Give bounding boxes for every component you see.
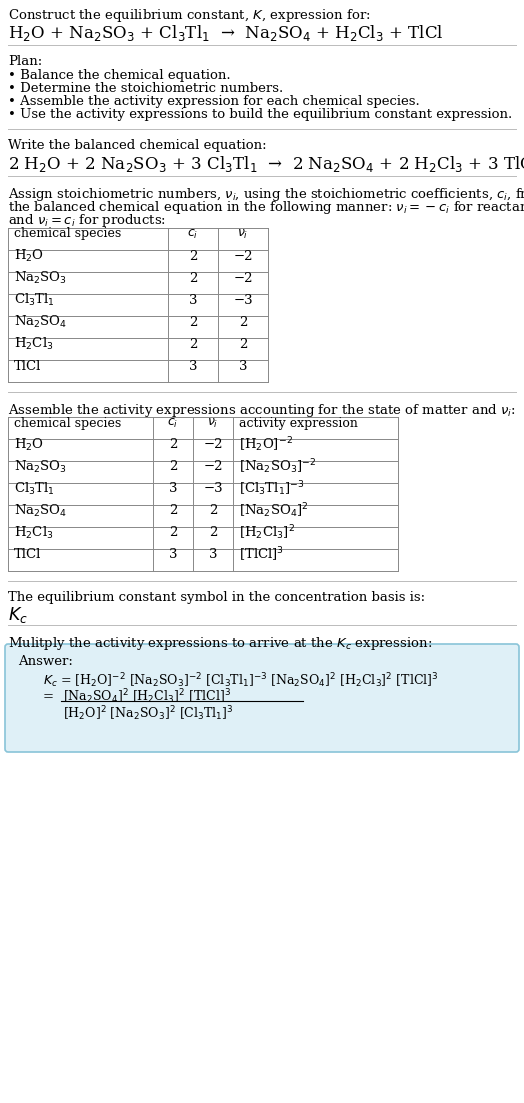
Text: 2: 2 bbox=[209, 504, 217, 517]
Text: activity expression: activity expression bbox=[239, 417, 358, 429]
Text: H$_2$Cl$_3$: H$_2$Cl$_3$ bbox=[14, 525, 53, 542]
Text: Cl$_3$Tl$_1$: Cl$_3$Tl$_1$ bbox=[14, 481, 55, 497]
Text: 2: 2 bbox=[239, 338, 247, 351]
Text: =: = bbox=[43, 690, 54, 704]
Text: −2: −2 bbox=[233, 271, 253, 285]
Text: Mulitply the activity expressions to arrive at the $K_c$ expression:: Mulitply the activity expressions to arr… bbox=[8, 635, 432, 652]
Text: Na$_2$SO$_4$: Na$_2$SO$_4$ bbox=[14, 314, 67, 330]
Text: −2: −2 bbox=[203, 439, 223, 451]
Text: [TlCl]$^3$: [TlCl]$^3$ bbox=[239, 546, 284, 564]
Text: Na$_2$SO$_4$: Na$_2$SO$_4$ bbox=[14, 503, 67, 520]
Text: [H$_2$O]$^{-2}$: [H$_2$O]$^{-2}$ bbox=[239, 436, 293, 454]
Text: $\nu_i$: $\nu_i$ bbox=[237, 227, 249, 240]
Text: the balanced chemical equation in the following manner: $\nu_i = -c_i$ for react: the balanced chemical equation in the fo… bbox=[8, 199, 524, 216]
Text: −2: −2 bbox=[233, 249, 253, 263]
Text: 3: 3 bbox=[169, 482, 177, 495]
Text: [Cl$_3$Tl$_1$]$^{-3}$: [Cl$_3$Tl$_1$]$^{-3}$ bbox=[239, 480, 304, 499]
Text: • Determine the stoichiometric numbers.: • Determine the stoichiometric numbers. bbox=[8, 82, 283, 95]
Text: H$_2$O: H$_2$O bbox=[14, 248, 44, 264]
Text: H$_2$Cl$_3$: H$_2$Cl$_3$ bbox=[14, 336, 53, 352]
Text: [Na$_2$SO$_3$]$^{-2}$: [Na$_2$SO$_3$]$^{-2}$ bbox=[239, 458, 316, 476]
Text: 2: 2 bbox=[189, 249, 197, 263]
Text: Write the balanced chemical equation:: Write the balanced chemical equation: bbox=[8, 139, 267, 152]
Text: 3: 3 bbox=[189, 360, 197, 373]
Text: chemical species: chemical species bbox=[14, 417, 121, 429]
Text: • Balance the chemical equation.: • Balance the chemical equation. bbox=[8, 69, 231, 82]
Text: H$_2$O: H$_2$O bbox=[14, 437, 44, 453]
Text: Assign stoichiometric numbers, $\nu_i$, using the stoichiometric coefficients, $: Assign stoichiometric numbers, $\nu_i$, … bbox=[8, 186, 524, 203]
Text: [H$_2$O]$^2$ [Na$_2$SO$_3$]$^2$ [Cl$_3$Tl$_1$]$^3$: [H$_2$O]$^2$ [Na$_2$SO$_3$]$^2$ [Cl$_3$T… bbox=[63, 704, 234, 722]
Text: −3: −3 bbox=[233, 293, 253, 307]
Text: 2: 2 bbox=[189, 271, 197, 285]
Text: and $\nu_i = c_i$ for products:: and $\nu_i = c_i$ for products: bbox=[8, 212, 166, 229]
Text: 2 H$_2$O + 2 Na$_2$SO$_3$ + 3 Cl$_3$Tl$_1$  →  2 Na$_2$SO$_4$ + 2 H$_2$Cl$_3$ + : 2 H$_2$O + 2 Na$_2$SO$_3$ + 3 Cl$_3$Tl$_… bbox=[8, 154, 524, 174]
Text: Na$_2$SO$_3$: Na$_2$SO$_3$ bbox=[14, 270, 67, 286]
Text: • Use the activity expressions to build the equilibrium constant expression.: • Use the activity expressions to build … bbox=[8, 108, 512, 121]
Text: −3: −3 bbox=[203, 482, 223, 495]
Text: $K_c$: $K_c$ bbox=[8, 606, 28, 625]
Text: • Assemble the activity expression for each chemical species.: • Assemble the activity expression for e… bbox=[8, 95, 420, 108]
Text: 2: 2 bbox=[169, 526, 177, 539]
Text: 3: 3 bbox=[189, 293, 197, 307]
Text: chemical species: chemical species bbox=[14, 227, 121, 240]
Text: 2: 2 bbox=[189, 315, 197, 329]
Text: Cl$_3$Tl$_1$: Cl$_3$Tl$_1$ bbox=[14, 292, 55, 308]
Text: 2: 2 bbox=[189, 338, 197, 351]
Text: 2: 2 bbox=[169, 439, 177, 451]
Text: [H$_2$Cl$_3$]$^2$: [H$_2$Cl$_3$]$^2$ bbox=[239, 524, 295, 543]
Text: Plan:: Plan: bbox=[8, 55, 42, 68]
Text: $c_i$: $c_i$ bbox=[167, 417, 179, 429]
Text: 3: 3 bbox=[239, 360, 247, 373]
Text: H$_2$O + Na$_2$SO$_3$ + Cl$_3$Tl$_1$  →  Na$_2$SO$_4$ + H$_2$Cl$_3$ + TlCl: H$_2$O + Na$_2$SO$_3$ + Cl$_3$Tl$_1$ → N… bbox=[8, 23, 444, 43]
Text: 2: 2 bbox=[169, 504, 177, 517]
Text: Na$_2$SO$_3$: Na$_2$SO$_3$ bbox=[14, 459, 67, 475]
Text: $K_c$ = [H$_2$O]$^{-2}$ [Na$_2$SO$_3$]$^{-2}$ [Cl$_3$Tl$_1$]$^{-3}$ [Na$_2$SO$_4: $K_c$ = [H$_2$O]$^{-2}$ [Na$_2$SO$_3$]$^… bbox=[43, 671, 439, 689]
Text: TlCl: TlCl bbox=[14, 360, 41, 373]
Text: 2: 2 bbox=[209, 526, 217, 539]
Text: Construct the equilibrium constant, $K$, expression for:: Construct the equilibrium constant, $K$,… bbox=[8, 7, 370, 24]
Text: $\nu_i$: $\nu_i$ bbox=[208, 417, 219, 429]
Text: [Na$_2$SO$_4$]$^2$: [Na$_2$SO$_4$]$^2$ bbox=[239, 502, 309, 521]
Text: [Na$_2$SO$_4$]$^2$ [H$_2$Cl$_3$]$^2$ [TlCl]$^3$: [Na$_2$SO$_4$]$^2$ [H$_2$Cl$_3$]$^2$ [Tl… bbox=[63, 687, 231, 706]
Text: 2: 2 bbox=[169, 460, 177, 473]
Text: Assemble the activity expressions accounting for the state of matter and $\nu_i$: Assemble the activity expressions accoun… bbox=[8, 401, 516, 419]
Text: 3: 3 bbox=[169, 548, 177, 561]
Text: TlCl: TlCl bbox=[14, 548, 41, 561]
Text: 3: 3 bbox=[209, 548, 217, 561]
Text: $c_i$: $c_i$ bbox=[188, 227, 199, 240]
Text: The equilibrium constant symbol in the concentration basis is:: The equilibrium constant symbol in the c… bbox=[8, 591, 425, 604]
FancyBboxPatch shape bbox=[5, 644, 519, 752]
Text: −2: −2 bbox=[203, 460, 223, 473]
Text: 2: 2 bbox=[239, 315, 247, 329]
Text: Answer:: Answer: bbox=[18, 655, 73, 668]
